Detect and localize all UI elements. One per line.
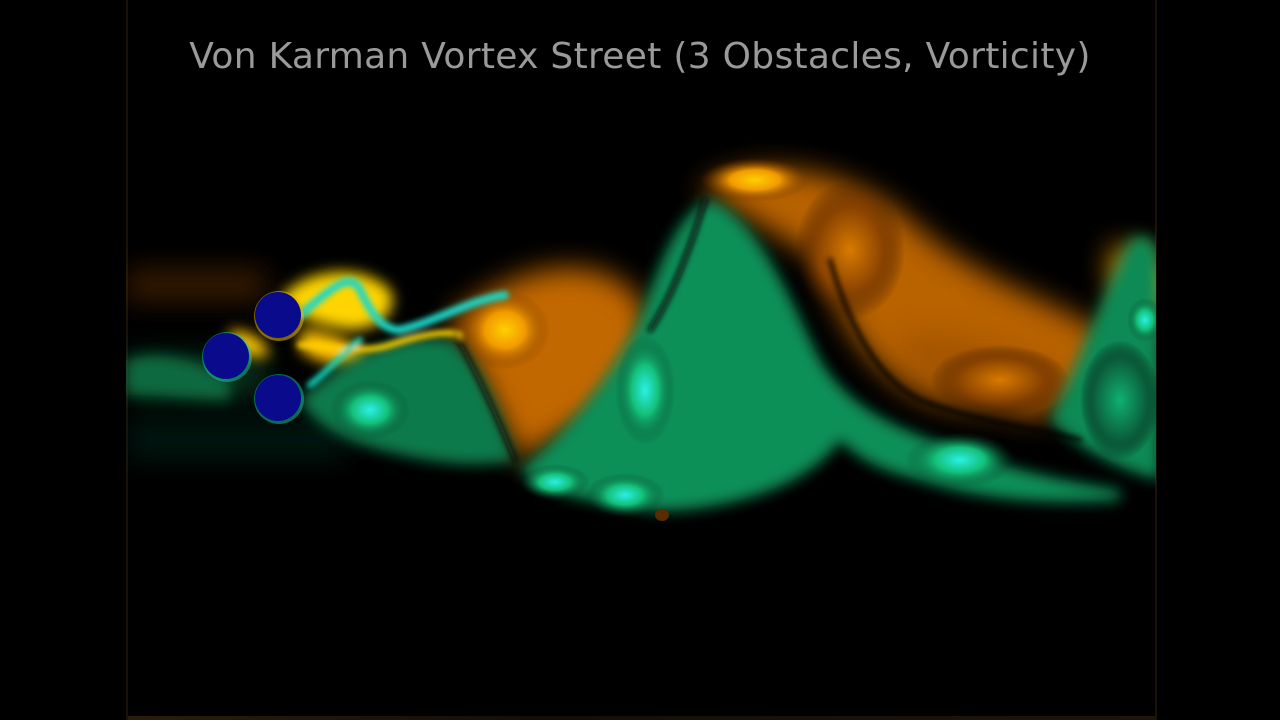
upper-obstacle	[255, 292, 301, 338]
vortex-core-green	[330, 380, 410, 440]
vortex-core-green	[1127, 298, 1156, 342]
vortex-core-orange	[460, 290, 550, 370]
vortex-core-orange	[795, 180, 905, 320]
vortex-core-orange	[700, 158, 810, 202]
vortex-core-green	[520, 464, 590, 500]
vortex-core-orange	[930, 345, 1070, 415]
vorticity-layer	[126, 158, 1156, 521]
vortex-core-green	[1080, 340, 1156, 460]
small-vortex	[655, 509, 669, 521]
obstacles	[202, 291, 304, 424]
front-obstacle	[203, 333, 249, 379]
vortex-core-green	[615, 335, 675, 445]
vortex-core-green	[585, 473, 665, 517]
vortex-core-green	[905, 432, 1015, 488]
lower-obstacle	[255, 375, 301, 421]
